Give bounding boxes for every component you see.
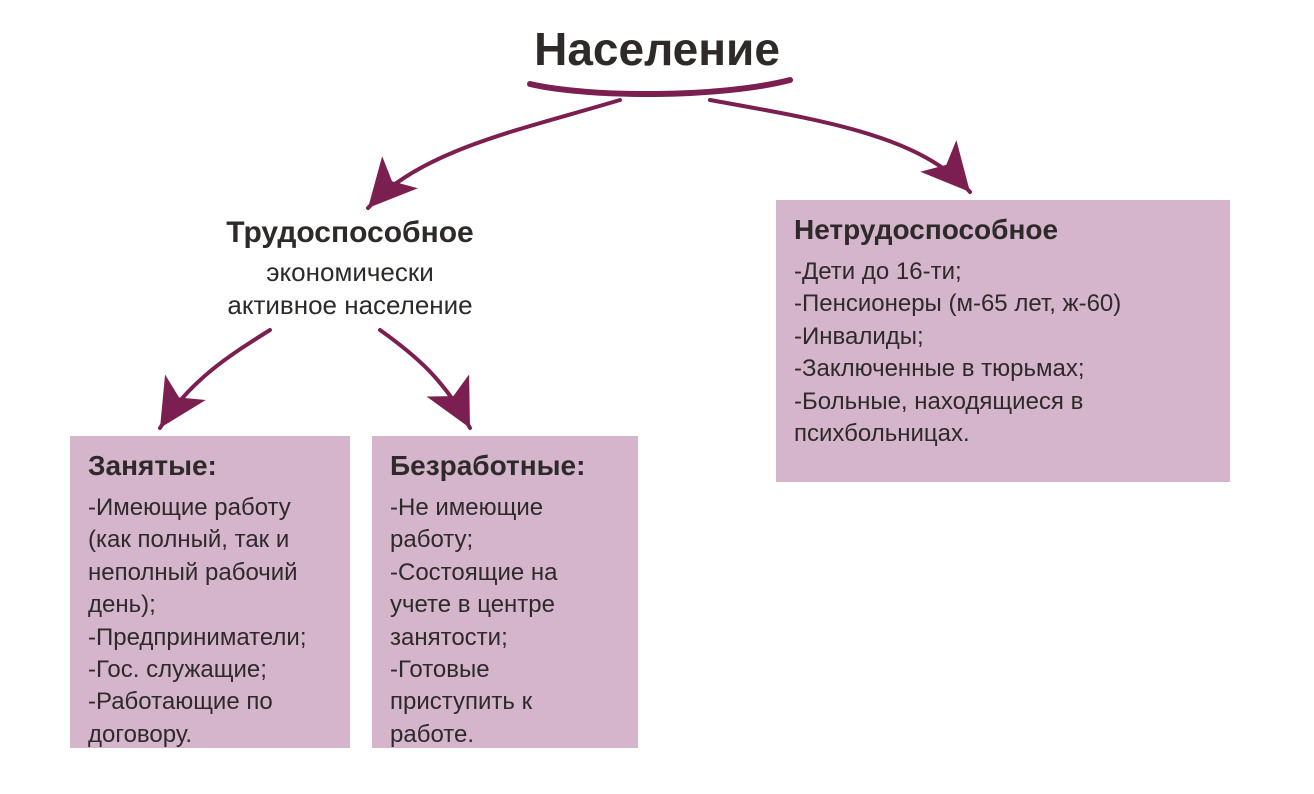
left-branch-heading: Трудоспособное	[190, 216, 510, 250]
diagram-canvas: Население Трудоспособное экономически ак…	[0, 0, 1314, 794]
diagram-title: Население	[534, 22, 780, 76]
arrow-root-right	[710, 100, 970, 192]
unemployed-box: Безработные: -Не имеющие работу; -Состоя…	[372, 436, 638, 748]
employed-box: Занятые: -Имеющие работу (как полный, та…	[70, 436, 350, 748]
title-underline	[530, 80, 790, 94]
employed-body: -Имеющие работу (как полный, так и непол…	[88, 492, 332, 751]
arrow-left-employed	[160, 330, 270, 428]
employed-title: Занятые:	[88, 450, 332, 482]
disabled-body: -Дети до 16-ти; -Пенсионеры (м-65 лет, ж…	[794, 256, 1212, 450]
left-branch-caption: экономически активное население	[170, 256, 530, 321]
unemployed-body: -Не имеющие работу; -Состоящие на учете …	[390, 492, 620, 751]
unemployed-title: Безработные:	[390, 450, 620, 482]
disabled-box: Нетрудоспособное -Дети до 16-ти; -Пенсио…	[776, 200, 1230, 482]
disabled-title: Нетрудоспособное	[794, 214, 1212, 246]
arrow-root-left	[368, 100, 620, 208]
arrow-left-unemployed	[380, 330, 470, 428]
